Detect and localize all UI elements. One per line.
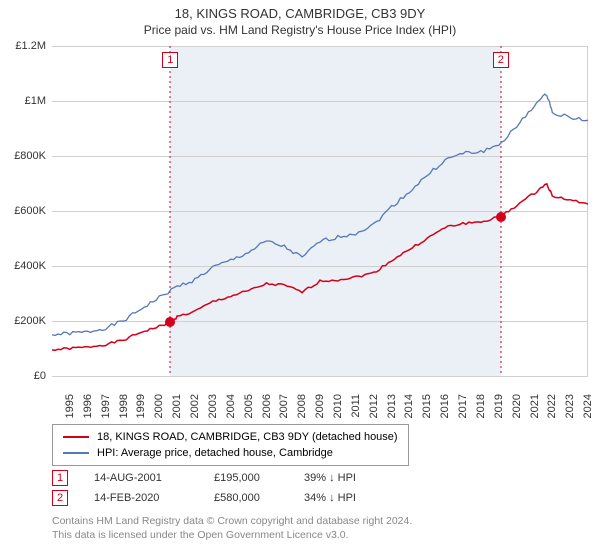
title-line-2: Price paid vs. HM Land Registry's House …: [0, 23, 600, 37]
x-axis-label: 2004: [225, 394, 237, 418]
legend-label-hpi: HPI: Average price, detached house, Camb…: [97, 447, 333, 459]
x-axis-label: 2019: [493, 394, 505, 418]
legend-label-property: 18, KINGS ROAD, CAMBRIDGE, CB3 9DY (deta…: [97, 431, 398, 443]
x-axis-label: 2006: [261, 394, 273, 418]
x-axis-label: 2020: [511, 394, 523, 418]
y-axis-label: £1.2M: [0, 40, 46, 52]
y-axis-label: £200K: [0, 315, 46, 327]
legend-swatch-property: [63, 436, 89, 438]
x-axis-label: 2002: [189, 394, 201, 418]
x-axis-label: 2009: [314, 394, 326, 418]
y-axis-label: £0: [0, 370, 46, 382]
x-axis-label: 1997: [100, 394, 112, 418]
x-axis-label: 2003: [207, 394, 219, 418]
sale-marker-table: 1 14-AUG-2001 £195,000 39% ↓ HPI 2 14-FE…: [52, 468, 404, 508]
x-axis-label: 1995: [64, 394, 76, 418]
x-axis-label: 2016: [439, 394, 451, 418]
x-axis-label: 2011: [350, 394, 362, 418]
gridline-y: [52, 376, 588, 377]
sale-row-1: 1 14-AUG-2001 £195,000 39% ↓ HPI: [52, 468, 404, 488]
chart-title-block: 18, KINGS ROAD, CAMBRIDGE, CB3 9DY Price…: [0, 0, 600, 39]
chart-footer: Contains HM Land Registry data © Crown c…: [52, 514, 412, 542]
sale-dot-2: [496, 212, 506, 222]
x-axis-label: 2023: [565, 394, 577, 418]
sale-diff-2: 34% ↓ HPI: [304, 492, 404, 504]
x-axis-label: 2017: [457, 394, 469, 418]
chart-plot-area: £0£200K£400K£600K£800K£1M£1.2M1995199619…: [52, 46, 588, 376]
x-axis-label: 2005: [243, 394, 255, 418]
chart-lines-svg: [52, 46, 588, 376]
sale-marker-box-2: 2: [52, 490, 68, 506]
x-axis-label: 2014: [404, 394, 416, 418]
sale-marker-box-1: 1: [52, 470, 68, 486]
x-axis-label: 2013: [386, 394, 398, 418]
title-line-1: 18, KINGS ROAD, CAMBRIDGE, CB3 9DY: [0, 6, 600, 21]
sale-date-1: 14-AUG-2001: [94, 472, 194, 484]
series-line-hpi: [52, 94, 588, 335]
x-axis-label: 2007: [279, 394, 291, 418]
sale-dot-1: [165, 317, 175, 327]
x-axis-label: 2012: [368, 394, 380, 418]
x-axis-label: 2022: [547, 394, 559, 418]
chart-legend: 18, KINGS ROAD, CAMBRIDGE, CB3 9DY (deta…: [52, 424, 409, 466]
x-axis-label: 1999: [136, 394, 148, 418]
y-axis-label: £400K: [0, 260, 46, 272]
x-axis-label: 2024: [582, 394, 594, 418]
x-axis-label: 2010: [332, 394, 344, 418]
sale-date-2: 14-FEB-2020: [94, 492, 194, 504]
x-axis-label: 2000: [154, 394, 166, 418]
series-line-property: [52, 184, 588, 350]
legend-item-property: 18, KINGS ROAD, CAMBRIDGE, CB3 9DY (deta…: [63, 429, 398, 445]
sale-price-2: £580,000: [214, 492, 284, 504]
legend-item-hpi: HPI: Average price, detached house, Camb…: [63, 445, 398, 461]
x-axis-label: 1996: [82, 394, 94, 418]
y-axis-label: £600K: [0, 205, 46, 217]
y-axis-label: £1M: [0, 95, 46, 107]
x-axis-label: 2015: [422, 394, 434, 418]
x-axis-label: 1998: [118, 394, 130, 418]
x-axis-label: 2008: [297, 394, 309, 418]
y-axis-label: £800K: [0, 150, 46, 162]
footer-line-1: Contains HM Land Registry data © Crown c…: [52, 514, 412, 528]
sale-price-1: £195,000: [214, 472, 284, 484]
sale-diff-1: 39% ↓ HPI: [304, 472, 404, 484]
x-axis-label: 2018: [475, 394, 487, 418]
x-axis-label: 2021: [529, 394, 541, 418]
legend-swatch-hpi: [63, 452, 89, 454]
x-axis-label: 2001: [171, 394, 183, 418]
footer-line-2: This data is licensed under the Open Gov…: [52, 528, 412, 542]
sale-row-2: 2 14-FEB-2020 £580,000 34% ↓ HPI: [52, 488, 404, 508]
